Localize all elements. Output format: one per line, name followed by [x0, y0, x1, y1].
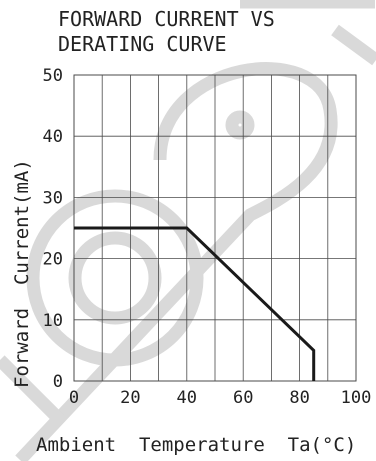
x-tick-labels: 0 20 40 60 80 100 [69, 388, 371, 408]
chart-title-line-1: FORWARD CURRENT VS [58, 7, 275, 31]
watermark-dot [225, 110, 255, 140]
x-tick-label: 80 [289, 388, 309, 408]
y-axis-label: Forward Current(mA) [11, 159, 33, 388]
watermark-ring [26, 189, 204, 367]
x-tick-label: 100 [341, 388, 372, 408]
y-tick-label: 40 [43, 127, 63, 147]
y-tick-label: 30 [43, 188, 63, 208]
series-layer [73, 226, 316, 382]
x-tick-label: 60 [233, 388, 253, 408]
y-tick-label: 10 [43, 311, 63, 331]
y-tick-label: 50 [43, 66, 63, 86]
y-tick-labels: 0 10 20 30 40 50 [43, 66, 63, 392]
derating-curve-line [74, 226, 316, 381]
y-tick-label: 0 [53, 372, 63, 392]
x-axis-label: Ambient Temperature Ta(°C) [36, 434, 356, 456]
chart-title-line-2: DERATING CURVE [58, 32, 227, 56]
x-tick-label: 0 [69, 388, 79, 408]
x-tick-label: 40 [177, 388, 197, 408]
watermark-stroke-2 [331, 24, 376, 66]
x-tick-label: 20 [120, 388, 140, 408]
watermark-diagonal [0, 355, 65, 425]
y-tick-label: 20 [43, 250, 63, 270]
watermark-loop [15, 62, 338, 461]
watermark-ring-inner [68, 231, 162, 325]
